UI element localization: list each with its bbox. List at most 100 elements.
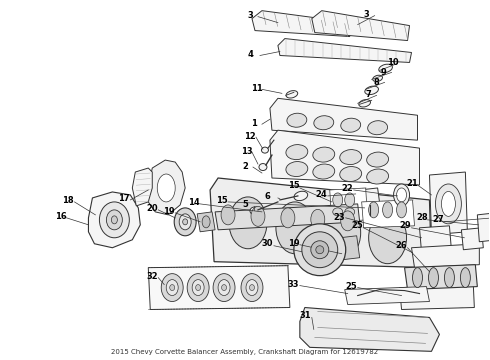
Text: 15: 15 — [288, 181, 299, 190]
Text: 19: 19 — [163, 207, 175, 216]
Text: 16: 16 — [54, 212, 66, 221]
Polygon shape — [148, 266, 290, 310]
Polygon shape — [132, 168, 152, 206]
Text: 25: 25 — [346, 282, 358, 291]
Text: 31: 31 — [300, 311, 312, 320]
Polygon shape — [300, 307, 440, 351]
Text: 8: 8 — [374, 78, 379, 87]
Text: 33: 33 — [288, 280, 299, 289]
Ellipse shape — [187, 274, 209, 302]
Ellipse shape — [286, 162, 308, 176]
Polygon shape — [197, 212, 215, 232]
Text: 14: 14 — [188, 198, 200, 207]
Text: 30: 30 — [262, 239, 273, 248]
Text: 27: 27 — [433, 215, 444, 224]
Ellipse shape — [246, 280, 258, 296]
Ellipse shape — [341, 211, 355, 231]
Ellipse shape — [396, 188, 407, 202]
Ellipse shape — [241, 274, 263, 302]
Ellipse shape — [333, 193, 343, 207]
Ellipse shape — [302, 232, 338, 268]
Ellipse shape — [170, 285, 175, 291]
Polygon shape — [405, 265, 477, 289]
Ellipse shape — [166, 280, 178, 296]
Polygon shape — [412, 244, 479, 268]
Ellipse shape — [345, 193, 355, 207]
Ellipse shape — [251, 206, 265, 226]
Text: 23: 23 — [334, 213, 345, 222]
Text: 20: 20 — [147, 204, 158, 213]
Ellipse shape — [183, 219, 188, 225]
Text: 26: 26 — [395, 241, 407, 250]
Text: 32: 32 — [147, 272, 158, 281]
Polygon shape — [215, 204, 360, 230]
Polygon shape — [340, 236, 360, 260]
Ellipse shape — [461, 268, 470, 288]
Ellipse shape — [341, 118, 361, 132]
Ellipse shape — [393, 184, 410, 206]
Ellipse shape — [106, 210, 122, 230]
Ellipse shape — [340, 167, 362, 181]
Ellipse shape — [276, 202, 314, 254]
Text: 4: 4 — [248, 50, 254, 59]
Text: 24: 24 — [316, 190, 327, 199]
Text: 25: 25 — [352, 221, 364, 230]
Ellipse shape — [229, 197, 267, 249]
Ellipse shape — [444, 268, 454, 288]
Text: 13: 13 — [241, 147, 253, 156]
Polygon shape — [330, 188, 368, 222]
Text: 22: 22 — [342, 184, 353, 193]
Text: 15: 15 — [216, 197, 228, 206]
Text: 3: 3 — [364, 10, 369, 19]
Text: 9: 9 — [381, 68, 386, 77]
Text: 3: 3 — [247, 11, 253, 20]
Polygon shape — [270, 98, 417, 140]
Ellipse shape — [179, 214, 191, 230]
Ellipse shape — [174, 208, 196, 236]
Ellipse shape — [311, 210, 325, 229]
Ellipse shape — [99, 202, 129, 238]
Ellipse shape — [367, 152, 389, 167]
Ellipse shape — [316, 246, 324, 254]
Ellipse shape — [196, 285, 200, 291]
Ellipse shape — [396, 202, 407, 218]
Polygon shape — [252, 11, 352, 37]
Ellipse shape — [221, 285, 226, 291]
Ellipse shape — [250, 207, 260, 215]
Ellipse shape — [340, 150, 362, 165]
Ellipse shape — [161, 274, 183, 302]
Ellipse shape — [368, 121, 388, 135]
Ellipse shape — [157, 174, 175, 202]
Polygon shape — [148, 160, 185, 215]
Polygon shape — [399, 285, 474, 310]
Ellipse shape — [428, 268, 439, 288]
Polygon shape — [312, 11, 410, 41]
Ellipse shape — [383, 202, 392, 218]
Ellipse shape — [202, 216, 210, 228]
Text: 19: 19 — [288, 239, 299, 248]
Ellipse shape — [259, 163, 267, 171]
Ellipse shape — [294, 191, 308, 201]
Text: 11: 11 — [251, 84, 263, 93]
Ellipse shape — [368, 212, 407, 264]
Ellipse shape — [373, 75, 383, 82]
Text: 1: 1 — [251, 119, 257, 128]
Ellipse shape — [262, 147, 269, 153]
Ellipse shape — [413, 268, 422, 288]
Text: 21: 21 — [407, 180, 418, 189]
Ellipse shape — [345, 208, 355, 216]
Ellipse shape — [367, 169, 389, 184]
Ellipse shape — [311, 241, 329, 259]
Ellipse shape — [441, 192, 455, 216]
Text: 10: 10 — [387, 58, 398, 67]
Text: 7: 7 — [366, 90, 371, 99]
Polygon shape — [477, 213, 490, 242]
Text: 28: 28 — [416, 213, 428, 222]
Polygon shape — [429, 172, 467, 235]
Ellipse shape — [323, 207, 361, 259]
Ellipse shape — [221, 205, 235, 225]
Ellipse shape — [218, 280, 230, 296]
Polygon shape — [360, 188, 380, 205]
Ellipse shape — [333, 208, 343, 216]
Ellipse shape — [368, 202, 379, 218]
